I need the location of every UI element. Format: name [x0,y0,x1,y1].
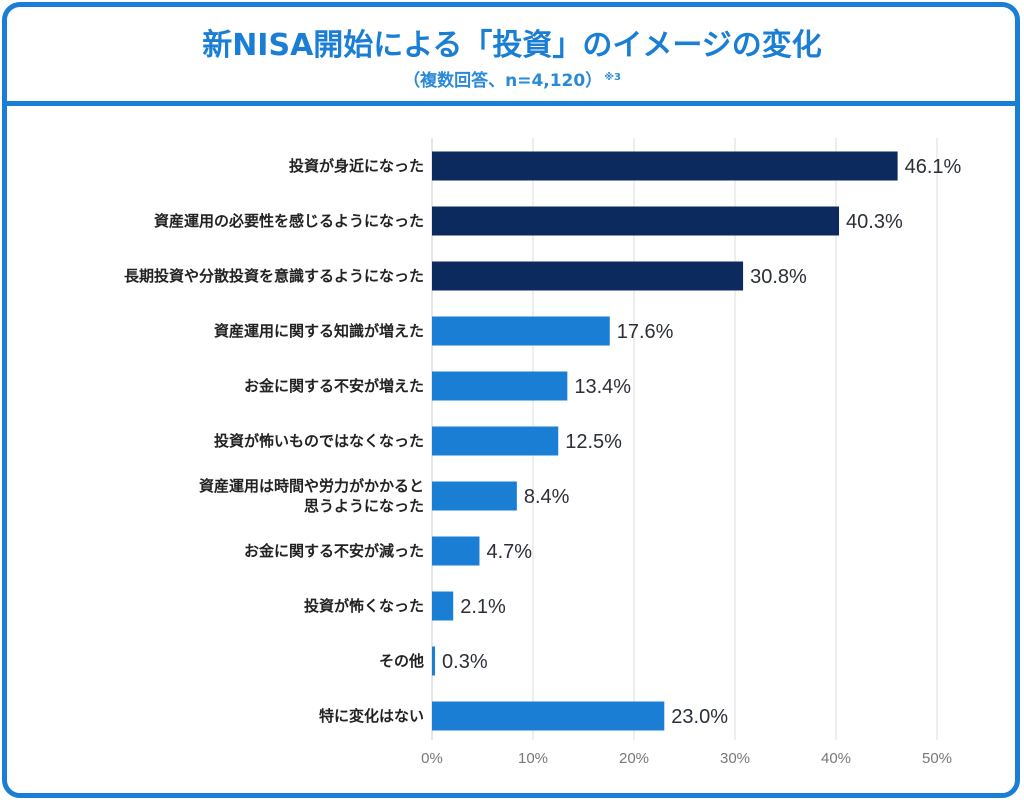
bar [432,701,665,731]
bar [432,536,480,566]
bar-value-label: 12.5% [565,431,622,453]
chart-title: 新NISA開始による「投資」のイメージの変化 [202,28,822,63]
x-tick-label: 20% [619,750,649,767]
category-label: 資産運用の必要性を感じるようになった [154,212,424,230]
category-label: 資産運用は時間や労力がかかると思うようになった [199,477,424,515]
category-label: 投資が身近になった [289,157,424,175]
bar-value-label: 4.7% [486,541,532,563]
bar [432,261,744,291]
x-tick-label: 10% [518,750,548,767]
category-labels: 投資が身近になった資産運用の必要性を感じるようになった長期投資や分散投資を意識す… [124,157,424,725]
chart-subtitle: （複数回答、n=4,120） ※3 [0,66,1024,91]
category-label: 投資が怖くなった [304,597,424,615]
bar-value-label: 2.1% [460,596,506,618]
x-tick-label: 50% [922,750,952,767]
bar [432,481,517,511]
bar-value-label: 46.1% [905,156,962,178]
bar-value-label: 8.4% [524,486,570,508]
value-labels: 46.1% 40.3% 30.8% 17.6% 13.4% 12.5% 8.4% 4.7% 2.… [442,156,962,728]
category-label: お金に関する不安が減った [244,542,424,560]
bar [432,151,898,181]
bar-value-label: 13.4% [574,376,631,398]
bar [432,206,840,236]
bar-value-label: 23.0% [671,706,728,728]
category-label: 長期投資や分散投資を意識するようになった [124,267,424,285]
bar-value-label: 17.6% [617,321,674,343]
footnote-mark: ※3 [604,72,621,83]
bar [432,371,568,401]
bar [432,646,436,676]
category-label: お金に関する不安が増えた [244,377,424,395]
x-axis-ticks: 0% 10% 20% 30% 40% 50% [421,750,952,767]
bar-value-label: 0.3% [442,651,488,673]
bar-value-label: 30.8% [750,266,807,288]
subtitle-text: （複数回答、n=4,120） [403,71,603,91]
header-divider [2,101,1020,106]
bars [432,151,898,731]
x-tick-label: 30% [720,750,750,767]
category-label: 投資が怖いものではなくなった [214,432,424,450]
category-label: その他 [379,652,424,670]
bar [432,426,559,456]
bar [432,316,610,346]
bar [432,591,454,621]
x-tick-label: 40% [821,750,851,767]
bar-value-label: 40.3% [846,211,903,233]
category-label: 資産運用に関する知識が増えた [214,322,424,340]
x-tick-label: 0% [421,750,443,767]
category-label: 特に変化はない [319,707,424,725]
